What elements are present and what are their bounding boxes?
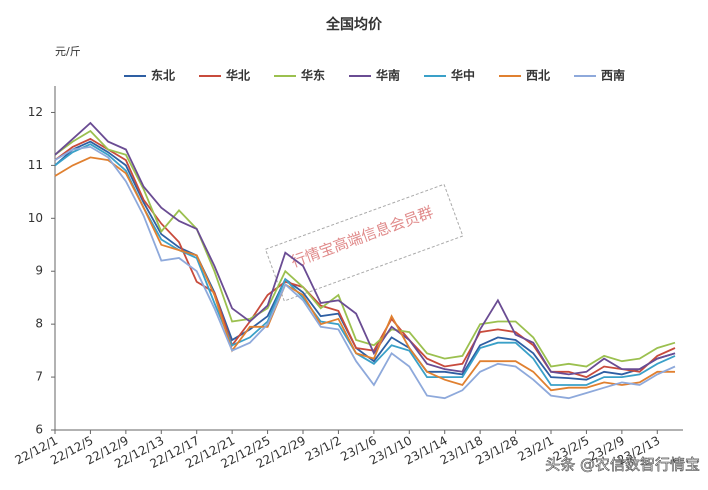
series-line bbox=[54, 143, 676, 386]
legend-label: 西南 bbox=[601, 68, 625, 83]
series-line bbox=[54, 145, 676, 400]
y-tick-label: 9 bbox=[35, 264, 43, 278]
y-tick-label: 6 bbox=[35, 423, 43, 437]
chart-title: 全国均价 bbox=[325, 16, 383, 33]
y-tick-label: 10 bbox=[28, 211, 43, 225]
y-tick-label: 7 bbox=[35, 370, 43, 384]
y-tick-label: 8 bbox=[35, 317, 43, 331]
y-tick-label: 12 bbox=[28, 105, 43, 119]
series-line bbox=[54, 140, 676, 381]
legend-label: 华南 bbox=[376, 68, 400, 83]
x-tick-label: 23/1/2 bbox=[303, 433, 344, 463]
series-line bbox=[54, 121, 676, 376]
series-line bbox=[54, 156, 675, 392]
y-unit: 元/斤 bbox=[55, 45, 81, 58]
y-tick-label: 11 bbox=[28, 158, 43, 172]
legend-label: 东北 bbox=[151, 68, 175, 83]
series-line bbox=[54, 137, 676, 379]
watermark: 行情宝高端信息会员群 bbox=[289, 203, 436, 271]
source: 头条 @农信数智行情宝 bbox=[545, 456, 700, 474]
legend-label: 西北 bbox=[526, 68, 550, 83]
watermark-box: 行情宝高端信息会员群 bbox=[264, 183, 464, 302]
legend-label: 华中 bbox=[451, 68, 475, 83]
legend-label: 华北 bbox=[226, 68, 250, 83]
series-line bbox=[54, 129, 676, 368]
legend-label: 华东 bbox=[301, 68, 325, 83]
